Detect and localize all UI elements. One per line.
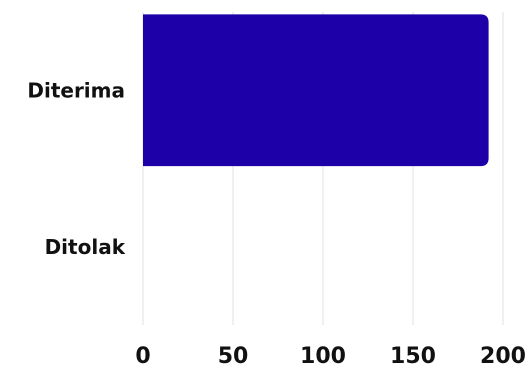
x-tick-label-100: 100 [300,344,346,365]
category-labels: Diterima Ditolak [27,78,125,259]
x-axis-tick-labels: 0 50 100 150 200 [135,344,526,365]
category-label-diterima: Diterima [27,78,125,102]
bars [143,14,489,167]
x-tick-label-0: 0 [135,344,150,365]
x-tick-label-150: 150 [390,344,436,365]
x-tick-label-200: 200 [480,344,526,365]
bar-diterima [143,14,489,167]
x-tick-label-50: 50 [218,344,249,365]
category-label-ditolak: Ditolak [45,235,126,259]
